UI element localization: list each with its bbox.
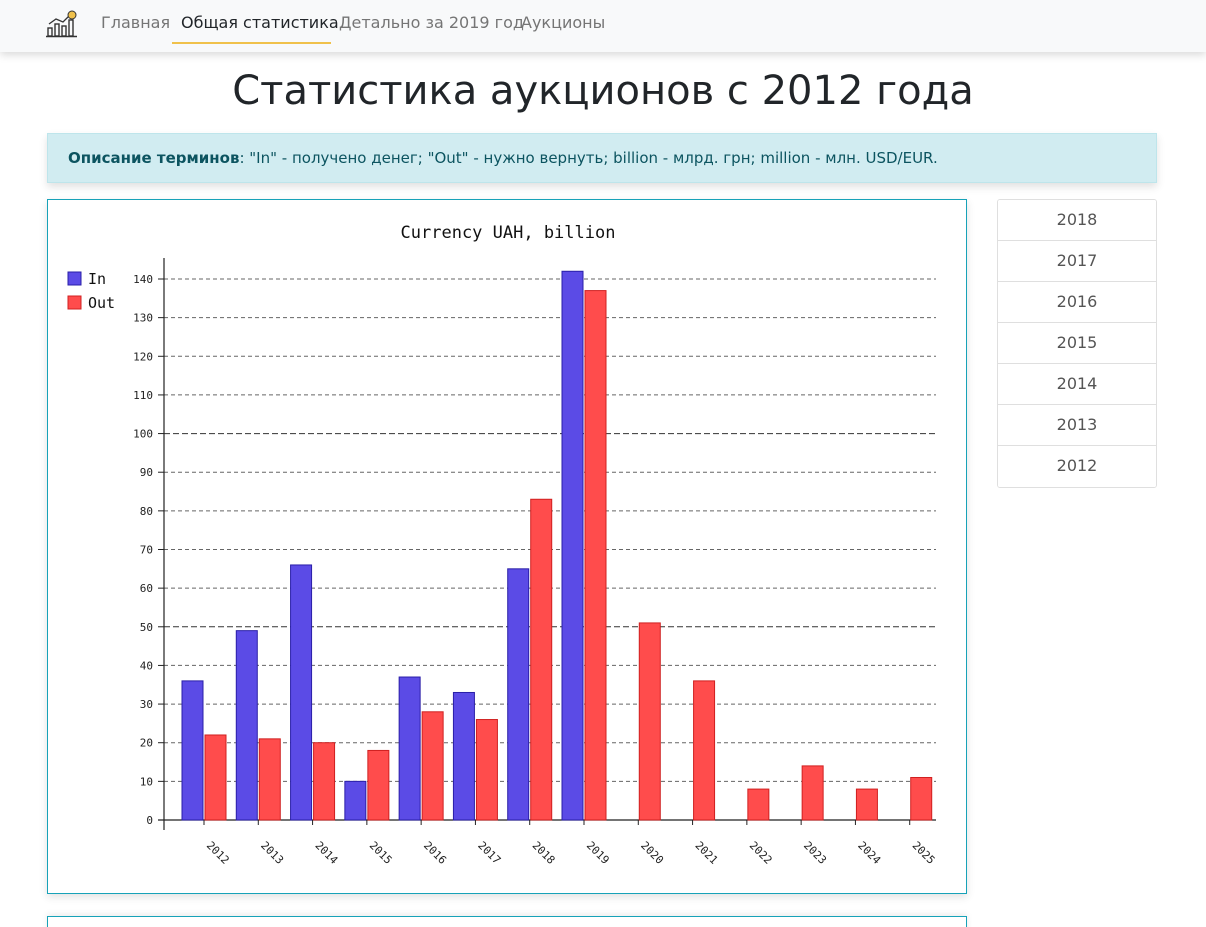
bar-out-2017 bbox=[475, 719, 498, 821]
year-item-2013[interactable]: 2013 bbox=[998, 405, 1156, 446]
year-item-2016[interactable]: 2016 bbox=[998, 282, 1156, 323]
legend-swatch-out bbox=[67, 295, 82, 310]
chart-logo-icon[interactable] bbox=[46, 10, 78, 38]
y-tick-label: 40 bbox=[140, 659, 153, 672]
bar-out-2013 bbox=[258, 738, 281, 821]
year-item-2012[interactable]: 2012 bbox=[998, 446, 1156, 487]
x-tick-label: 2023 bbox=[801, 839, 829, 867]
x-tick-label: 2016 bbox=[421, 839, 449, 867]
bar-in-2018 bbox=[507, 568, 530, 821]
y-tick-label: 10 bbox=[140, 775, 153, 788]
y-tick-label: 80 bbox=[140, 505, 153, 518]
y-tick-label: 0 bbox=[146, 814, 153, 827]
y-tick-label: 110 bbox=[133, 389, 153, 402]
bar-in-2013 bbox=[235, 630, 258, 821]
y-tick-label: 20 bbox=[140, 737, 153, 750]
y-tick-label: 30 bbox=[140, 698, 153, 711]
y-tick-label: 130 bbox=[133, 312, 153, 325]
x-tick-label: 2015 bbox=[367, 839, 395, 867]
bar-out-2024 bbox=[855, 788, 878, 821]
x-tick-label: 2012 bbox=[204, 839, 232, 867]
year-item-2017[interactable]: 2017 bbox=[998, 241, 1156, 282]
page-title: Статистика аукционов с 2012 года bbox=[232, 68, 974, 114]
x-tick-label: 2025 bbox=[910, 839, 938, 867]
legend-label-out: Out bbox=[88, 294, 115, 312]
bar-out-2025 bbox=[910, 776, 933, 821]
legend-label-in: In bbox=[88, 270, 106, 288]
terms-text: : "In" - получено денег; "Out" - нужно в… bbox=[239, 149, 938, 167]
y-tick-label: 120 bbox=[133, 350, 153, 363]
bar-out-2020 bbox=[638, 622, 661, 821]
bar-out-2021 bbox=[693, 680, 716, 821]
x-tick-label: 2022 bbox=[747, 839, 775, 867]
bar-out-2012 bbox=[204, 734, 227, 821]
bar-out-2016 bbox=[421, 711, 444, 821]
bar-out-2015 bbox=[367, 749, 390, 821]
bar-out-2022 bbox=[747, 788, 770, 821]
x-tick-label: 2019 bbox=[584, 839, 612, 867]
y-tick-label: 100 bbox=[133, 428, 153, 441]
terms-alert: Описание терминов: "In" - получено денег… bbox=[47, 133, 1157, 183]
x-tick-label: 2014 bbox=[312, 839, 340, 867]
nav-link-detail-2019[interactable]: Детально за 2019 год bbox=[339, 13, 524, 32]
chart-title: Currency UAH, billion bbox=[401, 223, 616, 243]
y-tick-label: 70 bbox=[140, 544, 153, 557]
y-tick-label: 60 bbox=[140, 582, 153, 595]
year-item-2018[interactable]: 2018 bbox=[998, 200, 1156, 241]
legend-swatch-in bbox=[67, 271, 82, 286]
x-tick-label: 2024 bbox=[855, 839, 883, 867]
chart-card-next bbox=[47, 916, 967, 927]
navbar: Главная Общая статистика Детально за 201… bbox=[0, 0, 1206, 52]
bar-in-2015 bbox=[344, 780, 367, 821]
y-tick-label: 140 bbox=[133, 273, 153, 286]
x-tick-label: 2017 bbox=[475, 839, 503, 867]
year-item-2014[interactable]: 2014 bbox=[998, 364, 1156, 405]
nav-link-general-stats[interactable]: Общая статистика bbox=[181, 13, 339, 32]
bar-in-2012 bbox=[181, 680, 204, 821]
bar-in-2016 bbox=[398, 676, 421, 821]
x-tick-label: 2018 bbox=[530, 839, 558, 867]
bar-in-2014 bbox=[290, 564, 313, 821]
active-tab-indicator bbox=[172, 42, 331, 44]
bar-chart: Currency UAH, billion 0 10 20 30 40 50 60 70 80 90… bbox=[67, 223, 938, 867]
nav-link-home[interactable]: Главная bbox=[101, 13, 171, 32]
bar-out-2018 bbox=[530, 498, 553, 821]
bar-out-2023 bbox=[801, 765, 824, 821]
y-tick-label: 50 bbox=[140, 621, 153, 634]
x-tick-label: 2021 bbox=[692, 839, 720, 867]
nav-link-auctions[interactable]: Аукционы bbox=[521, 13, 606, 32]
x-tick-label: 2020 bbox=[638, 839, 666, 867]
terms-label: Описание терминов bbox=[68, 149, 240, 167]
bar-out-2019 bbox=[584, 290, 607, 821]
y-tick-label: 90 bbox=[140, 466, 153, 479]
bar-out-2014 bbox=[313, 742, 336, 821]
year-item-2015[interactable]: 2015 bbox=[998, 323, 1156, 364]
bar-in-2017 bbox=[452, 691, 475, 821]
year-list: 2018 2017 2016 2015 2014 2013 2012 bbox=[997, 199, 1157, 488]
bar-in-2019 bbox=[561, 270, 584, 821]
chart-card: Currency UAH, billion 0 10 20 30 40 50 60 70 80 90… bbox=[47, 199, 967, 894]
x-tick-label: 2013 bbox=[258, 839, 286, 867]
